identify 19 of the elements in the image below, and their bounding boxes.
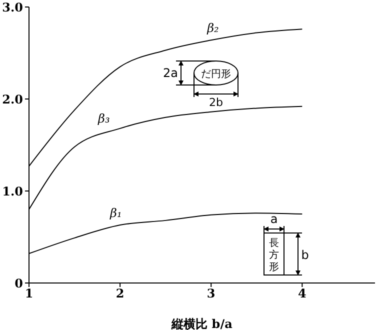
x-tick-label: 4 xyxy=(298,286,306,301)
annotation: だ円形 xyxy=(201,69,231,80)
x-axis-title: 縦横比 b/a xyxy=(170,317,233,330)
annotation: 2a xyxy=(163,66,178,80)
y-tick-label: 0 xyxy=(14,276,23,290)
series-label: β₁ xyxy=(109,206,122,220)
annotation: a xyxy=(270,212,278,226)
x-tick-label: 2 xyxy=(116,286,124,301)
annotation: b xyxy=(301,248,309,262)
annotation: 2b xyxy=(209,96,224,109)
x-tick-label: 3 xyxy=(206,286,216,301)
ellipse-diagram: 2a だ円形 2b xyxy=(163,60,238,109)
y-tick-label: 2.0 xyxy=(2,92,23,106)
annotation: 長方形 xyxy=(269,238,279,273)
x-tick-label: 1 xyxy=(24,286,34,301)
series-label: β₂ xyxy=(206,21,220,36)
series-label: β₃ xyxy=(97,111,110,126)
y-tick-label: 1.0 xyxy=(2,184,23,198)
y-tick-label: 3.0 xyxy=(2,0,23,14)
